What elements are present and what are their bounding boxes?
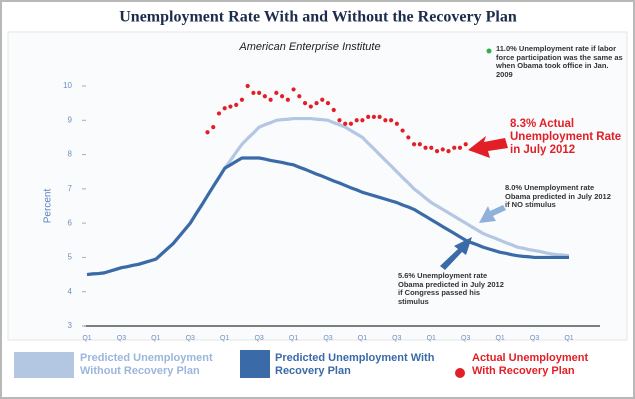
x-tick-label: Q3 (323, 335, 332, 342)
data-point (279, 94, 285, 99)
data-point (291, 87, 296, 92)
data-point (331, 107, 336, 113)
data-point (429, 145, 434, 150)
legend-label: Actual Unemployment With Recovery Plan (472, 352, 589, 377)
arrow-stimulus (440, 237, 472, 270)
x-tick-label: Q3 (461, 335, 470, 342)
data-point (228, 104, 233, 109)
data-point (343, 121, 348, 126)
x-tick-label: Q3 (254, 335, 263, 342)
annotation: 8.3% Actual Unemployment Rate in July 20… (510, 118, 622, 157)
data-point (274, 90, 279, 95)
data-point (423, 145, 428, 150)
data-point (377, 114, 382, 119)
data-point (446, 149, 451, 154)
y-tick-label: 4 (68, 287, 73, 296)
x-tick-label: Q1 (151, 335, 160, 342)
chart-subtitle: American Enterprise Institute (238, 41, 380, 53)
y-tick-label: 7 (68, 184, 73, 193)
data-point (463, 142, 468, 147)
data-point (239, 97, 245, 102)
data-point (314, 101, 319, 106)
x-tick-label: Q3 (530, 335, 539, 342)
data-point (205, 130, 210, 135)
data-point (354, 118, 359, 123)
plot-panel (7, 31, 628, 341)
y-tick-label: 3 (68, 321, 73, 330)
x-tick-label: Q1 (427, 335, 436, 342)
data-point (302, 101, 308, 106)
annotation: 8.0% Unemployment rate Obama predicted i… (505, 183, 611, 210)
data-point (366, 114, 371, 119)
data-point (400, 128, 405, 133)
legend-label: Predicted Unemployment With Recovery Pla… (275, 352, 435, 377)
x-tick-label: Q3 (186, 335, 195, 342)
y-tick-label: 6 (68, 218, 73, 227)
x-tick-label: Q1 (564, 335, 573, 342)
legend-label: Predicted Unemployment Without Recovery … (80, 352, 213, 377)
data-point (320, 97, 325, 102)
data-point (251, 90, 256, 95)
data-point (389, 118, 394, 123)
data-point (297, 94, 302, 99)
data-point (285, 97, 290, 102)
x-tick-label: Q1 (289, 335, 298, 342)
data-point (262, 94, 267, 99)
x-tick-label: Q1 (495, 335, 504, 342)
data-point (245, 83, 250, 89)
data-point (434, 149, 440, 154)
chart-title: Unemployment Rate With and Without the R… (119, 9, 517, 26)
y-tick-label: 9 (68, 115, 73, 124)
data-point (257, 90, 262, 95)
data-point (371, 114, 377, 119)
data-point (308, 104, 313, 109)
series-line (86, 156, 569, 277)
data-point (222, 106, 227, 111)
legend-swatch (240, 350, 270, 378)
data-point (337, 118, 342, 123)
data-point (348, 121, 354, 126)
data-point (325, 101, 331, 106)
y-tick-label: 5 (68, 253, 73, 262)
x-tick-label: Q1 (82, 335, 91, 342)
annotation: 11.0% Unemployment rate if labor force p… (496, 44, 623, 79)
legend-swatch (455, 368, 465, 378)
data-point (457, 145, 463, 150)
data-point (383, 118, 388, 123)
data-point (417, 142, 422, 147)
data-point (216, 111, 222, 116)
x-tick-label: Q1 (220, 335, 229, 342)
y-tick-label: 10 (63, 81, 72, 90)
legend-swatch (14, 352, 74, 378)
y-axis-label: Percent (43, 189, 54, 224)
data-point (211, 125, 216, 130)
annotation: 5.6% Unemployment rate Obama predicted i… (398, 271, 504, 306)
arrow-no-stimulus (479, 205, 506, 223)
data-point (360, 118, 365, 123)
x-tick-label: Q3 (392, 335, 401, 342)
data-point (452, 145, 457, 150)
arrow-actual (468, 136, 508, 158)
data-point (440, 147, 445, 152)
data-point (234, 102, 239, 107)
annotation-dot (486, 48, 492, 54)
data-point (268, 97, 273, 102)
data-point (394, 121, 399, 126)
x-tick-label: Q1 (358, 335, 367, 342)
x-tick-label: Q3 (117, 335, 126, 342)
data-point (406, 135, 411, 140)
y-tick-label: 8 (68, 150, 73, 159)
data-point (411, 142, 417, 147)
